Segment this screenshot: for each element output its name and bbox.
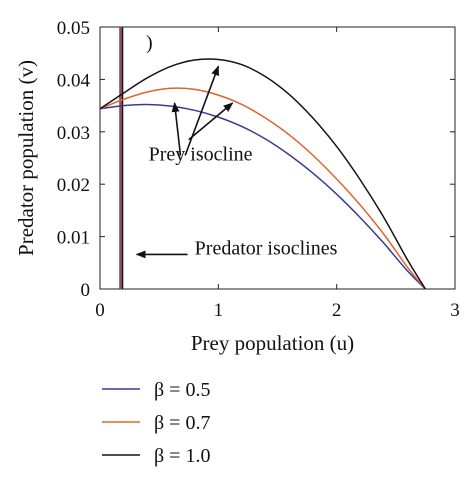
- prey-isocline-series-line: [99, 87, 426, 290]
- annotation-arrow: [171, 101, 182, 156]
- annotation-label: Predator isoclines: [195, 237, 338, 259]
- legend-entry: β = 0.7: [154, 412, 210, 434]
- legend-entry: β = 0.5: [154, 379, 210, 401]
- legend-entry: β = 1.0: [154, 445, 210, 467]
- y-tick-label: 0.05: [57, 18, 90, 39]
- y-tick-label: 0.01: [57, 228, 90, 249]
- x-tick-label: 3: [450, 300, 460, 321]
- legend: β = 0.5 β = 0.7 β = 1.0: [102, 379, 210, 467]
- plot-frame: [99, 26, 456, 290]
- y-tick-label: 0.03: [57, 123, 90, 144]
- tick-group: 0 1 2 3 0 0.01 0.02 0.03 0.04 0.05: [57, 18, 460, 321]
- annotation-arrow: [184, 65, 220, 156]
- plot-frame-group: [99, 26, 456, 290]
- annotation-group: Prey isocline Predator isoclines: [135, 65, 338, 259]
- x-axis-label: Prey population (u): [191, 331, 354, 355]
- predator-isocline-group: [119, 27, 124, 289]
- x-tick-label: 0: [95, 300, 105, 321]
- x-tick-label: 1: [214, 300, 224, 321]
- series-group: [99, 58, 427, 290]
- annotation-arrow: [188, 102, 234, 141]
- y-tick-label: 0.02: [57, 175, 90, 196]
- x-tick-label: 2: [332, 300, 342, 321]
- y-tick-label: 0: [81, 280, 91, 301]
- prey-isocline-series-line: [99, 58, 427, 290]
- y-tick-label: 0.04: [57, 70, 91, 91]
- y-axis-label: Predator population (v): [14, 60, 38, 256]
- panel-mark: ): [146, 32, 153, 54]
- annotation-label: Prey isocline: [149, 144, 253, 166]
- prey-isocline-series-line: [99, 103, 426, 290]
